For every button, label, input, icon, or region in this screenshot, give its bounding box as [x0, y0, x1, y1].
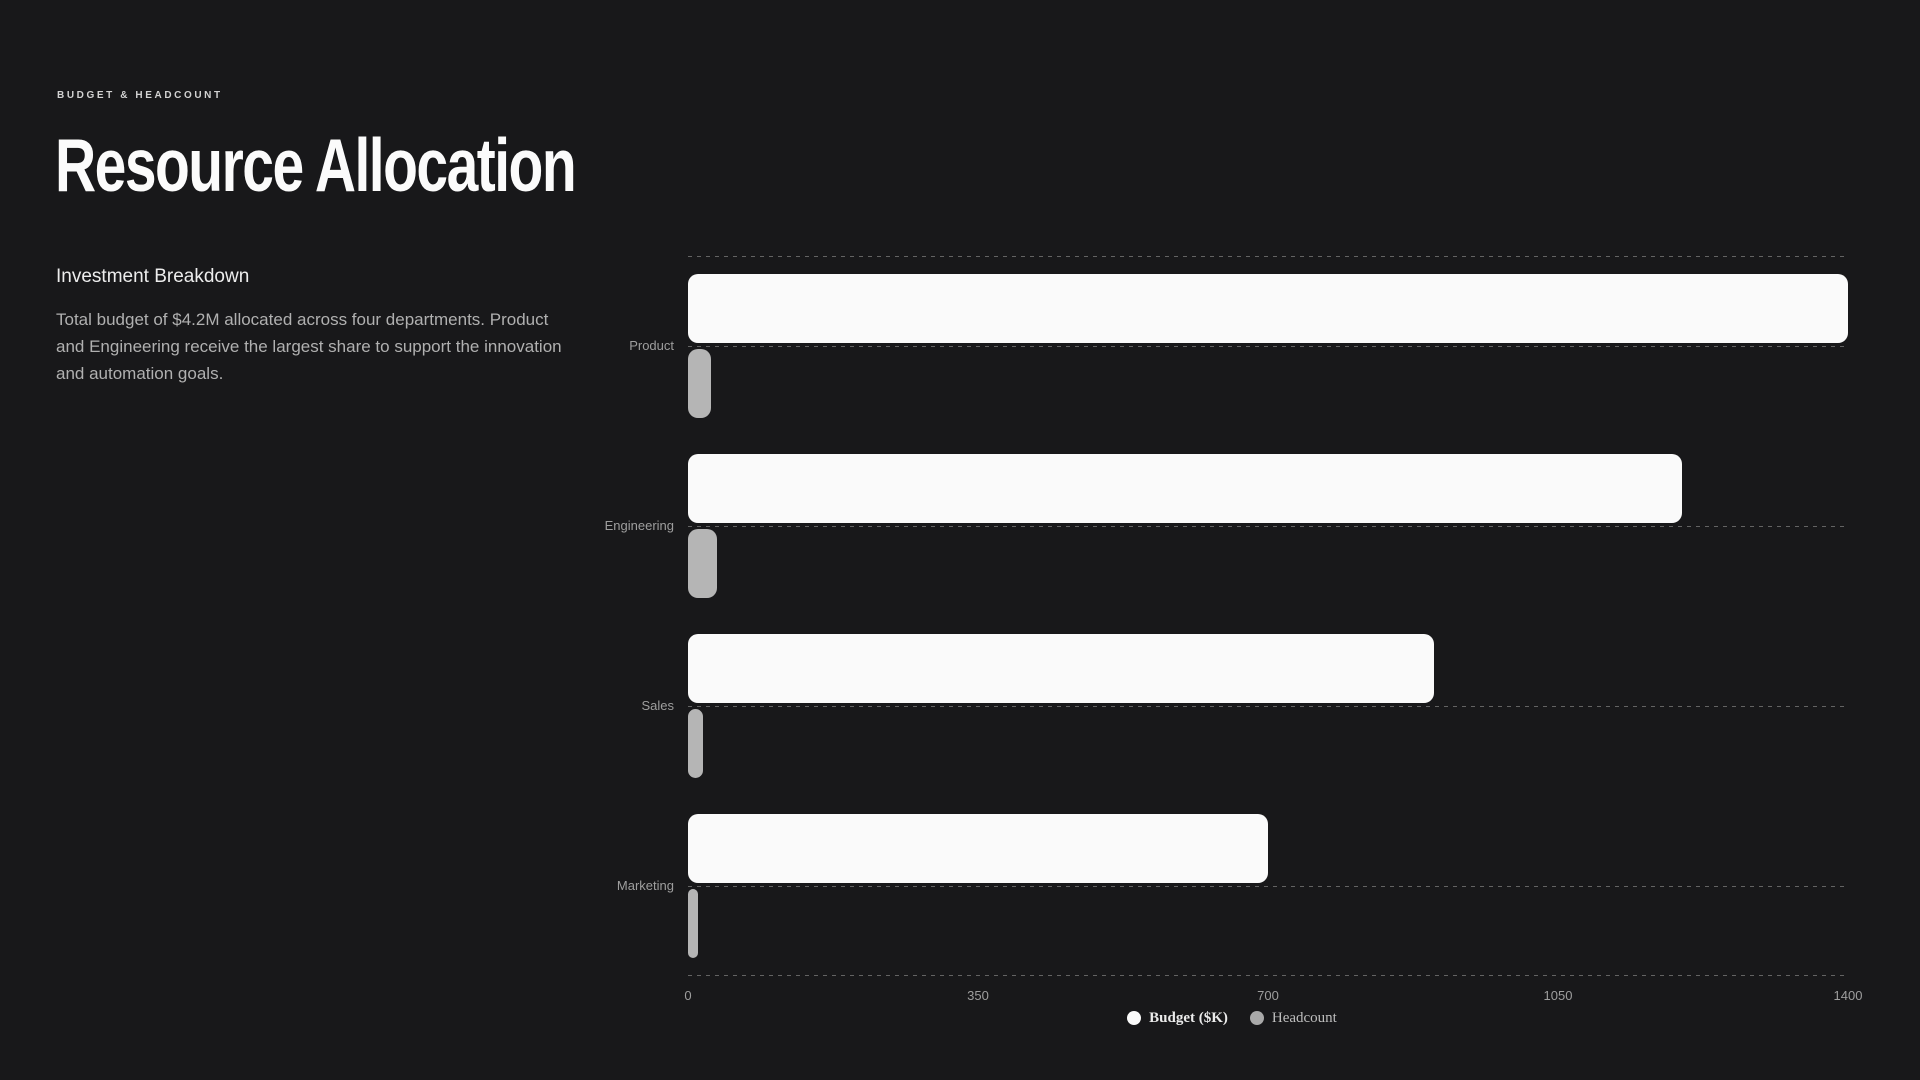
bar-marketing-headcount	[688, 889, 698, 958]
category-label-product: Product	[629, 338, 674, 353]
page-title: Resource Allocation	[55, 123, 577, 207]
bar-product-budget-k	[688, 274, 1848, 343]
bar-sales-budget-k	[688, 634, 1434, 703]
category-label-engineering: Engineering	[604, 518, 674, 533]
category-label-marketing: Marketing	[616, 878, 674, 893]
legend-swatch-headcount	[1249, 1011, 1264, 1025]
legend-item-headcount[interactable]: Headcount	[1249, 1009, 1337, 1027]
legend-label-headcount: Headcount	[1271, 1010, 1337, 1026]
gridline	[688, 256, 1848, 257]
x-tick-700: 700	[1257, 988, 1279, 1003]
gridline	[688, 886, 1848, 887]
gridline	[688, 346, 1848, 347]
gridline	[688, 975, 1848, 976]
bar-engineering-headcount	[688, 529, 717, 598]
legend-label-budget-k: Budget ($K)	[1149, 1010, 1228, 1026]
bar-marketing-budget-k	[688, 814, 1268, 883]
x-tick-1050: 1050	[1543, 988, 1573, 1003]
x-tick-0: 0	[684, 988, 692, 1003]
category-axis: Product Engineering Sales Marketing	[0, 256, 674, 976]
x-axis: 0 350 700 1050 1400	[684, 988, 1862, 1004]
chart-legend: Budget ($K) Headcount	[610, 1008, 1854, 1028]
legend-swatch-budget-k	[1127, 1011, 1142, 1025]
legend-item-budget-k[interactable]: Budget ($K)	[1127, 1009, 1228, 1027]
gridline	[688, 526, 1848, 527]
bar-product-headcount	[688, 349, 712, 418]
bar-engineering-budget-k	[688, 454, 1683, 523]
summary-heading: Investment Breakdown	[56, 266, 250, 287]
eyebrow-label: BUDGET & HEADCOUNT	[57, 90, 223, 101]
chart-plot-area	[688, 256, 1848, 976]
x-tick-350: 350	[967, 988, 989, 1003]
bar-sales-headcount	[688, 709, 703, 778]
gridline	[688, 706, 1848, 707]
summary-body: Total budget of $4.2M allocated across f…	[56, 310, 562, 383]
x-tick-1400: 1400	[1833, 988, 1863, 1003]
category-label-sales: Sales	[641, 698, 674, 713]
